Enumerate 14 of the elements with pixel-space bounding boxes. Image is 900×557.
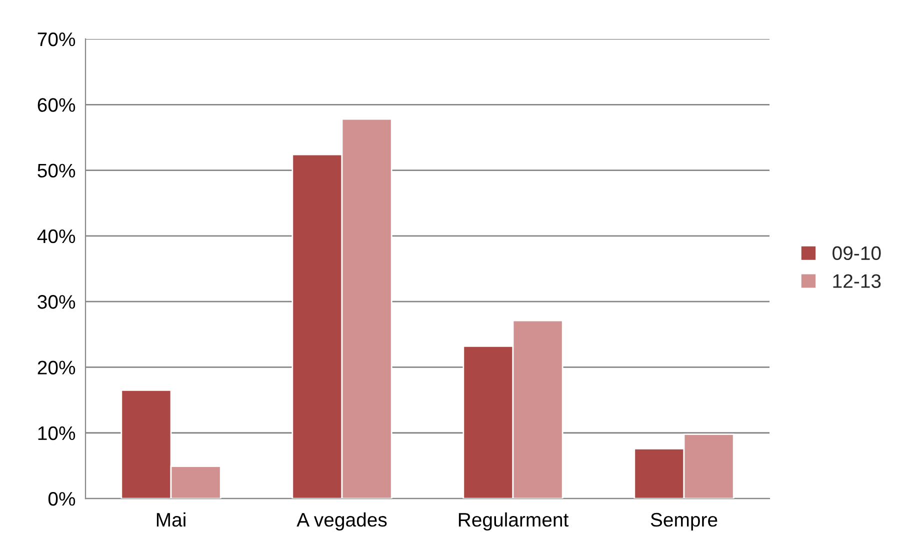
x-tick-label: A vegades [296,512,387,531]
y-tick-label: 10% [38,426,76,440]
y-tick-label: 20% [38,360,76,374]
x-tick-label: Regularment [458,512,569,531]
y-tick-label: 70% [38,32,76,46]
legend-label: 09-10 [832,246,881,260]
y-tick-label: 60% [38,98,76,112]
legend-label: 12-13 [833,274,881,288]
x-tick-label: Mai [156,512,186,527]
y-tick-label: 40% [37,229,76,244]
y-tick-label: 50% [38,164,76,178]
y-tick-label: 0% [48,492,76,506]
y-tick-label: 30% [38,295,76,309]
x-tick-label: Sempre [650,512,718,531]
